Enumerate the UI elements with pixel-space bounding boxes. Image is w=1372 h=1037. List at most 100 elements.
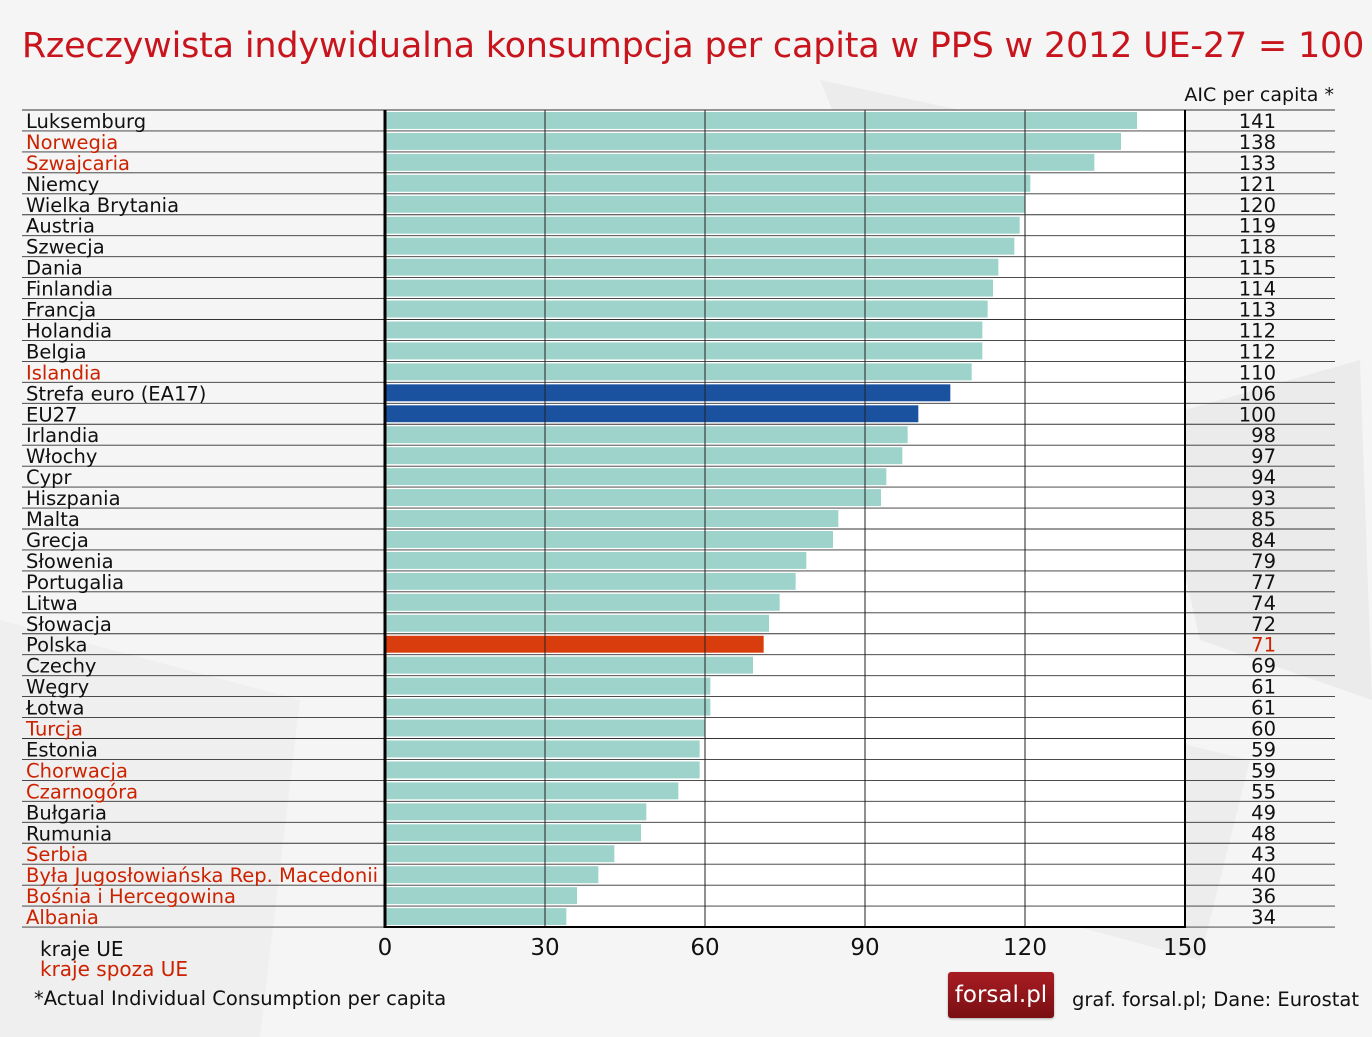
category-label: Estonia: [26, 738, 98, 761]
bar: [385, 279, 993, 297]
bar: [385, 153, 1095, 171]
bar: [385, 782, 679, 800]
value-label: 119: [1239, 215, 1276, 238]
bar: [385, 321, 983, 339]
bar: [385, 803, 647, 821]
category-label: Islandia: [26, 361, 101, 384]
category-label: Czechy: [26, 655, 96, 678]
value-label: 84: [1251, 529, 1276, 552]
forsal-logo[interactable]: forsal.pl: [948, 972, 1054, 1018]
bar: [385, 132, 1121, 150]
bar: [385, 908, 567, 926]
category-label: Węgry: [26, 676, 89, 699]
value-label: 120: [1239, 194, 1276, 217]
legend-eu: kraje UE: [40, 937, 124, 961]
bar: [385, 677, 711, 695]
value-label: 85: [1251, 508, 1276, 531]
value-label: 112: [1239, 340, 1276, 363]
value-label: 49: [1251, 801, 1276, 824]
value-label: 113: [1239, 299, 1276, 322]
value-label: 61: [1251, 697, 1276, 720]
category-label: Cypr: [26, 466, 73, 489]
x-tick-label: 0: [378, 935, 393, 961]
category-label: Niemcy: [26, 173, 99, 196]
value-label: 71: [1251, 634, 1276, 657]
value-label: 77: [1251, 571, 1276, 594]
value-label: 61: [1251, 676, 1276, 699]
x-tick-label: 90: [850, 935, 879, 961]
value-label: 72: [1251, 613, 1276, 636]
category-label: Norwegia: [26, 131, 118, 154]
bar: [385, 614, 769, 632]
value-label: 100: [1239, 403, 1276, 426]
bar: [385, 740, 700, 758]
category-label: Chorwacja: [26, 759, 128, 782]
bar: [385, 300, 988, 318]
bar: [385, 405, 919, 423]
value-label: 118: [1239, 236, 1276, 259]
legend-non-eu: kraje spoza UE: [40, 957, 189, 981]
bar: [385, 866, 599, 884]
category-label: Hiszpania: [26, 487, 121, 510]
bar: [385, 112, 1137, 129]
chart-title: Rzeczywista indywidualna konsumpcja per …: [21, 26, 1365, 66]
value-label: 98: [1251, 424, 1276, 447]
bar: [385, 656, 753, 674]
category-label: Austria: [26, 215, 95, 238]
value-label: 138: [1239, 131, 1276, 154]
bar: [385, 635, 764, 653]
category-label: Bułgaria: [26, 801, 107, 824]
bar: [385, 426, 908, 444]
category-label: Słowenia: [26, 550, 114, 573]
value-label: 93: [1251, 487, 1276, 510]
bar: [385, 887, 577, 905]
bar: [385, 384, 951, 402]
category-label: Dania: [26, 257, 83, 280]
category-label: Rumunia: [26, 822, 112, 845]
value-label: 40: [1251, 864, 1276, 887]
category-label: Bośnia i Hercegowina: [26, 885, 236, 908]
value-label: 74: [1251, 592, 1276, 615]
bar: [385, 342, 983, 360]
value-label: 121: [1239, 173, 1276, 196]
category-label: Portugalia: [26, 571, 124, 594]
category-label: Szwecja: [26, 236, 105, 259]
category-label: Belgia: [26, 340, 87, 363]
value-label: 48: [1251, 822, 1276, 845]
bar: [385, 593, 780, 611]
value-label: 141: [1239, 110, 1276, 133]
category-label: Holandia: [26, 319, 112, 342]
category-label: Albania: [26, 906, 99, 929]
footnote: *Actual Individual Consumption per capit…: [34, 987, 447, 1010]
bar: [385, 845, 615, 863]
value-label: 112: [1239, 319, 1276, 342]
category-label: Litwa: [26, 592, 78, 615]
category-label: Strefa euro (EA17): [26, 382, 206, 405]
value-label: 59: [1251, 738, 1276, 761]
bar: [385, 468, 887, 486]
category-label: Wielka Brytania: [26, 194, 179, 217]
category-label: Czarnogóra: [26, 780, 138, 803]
value-label: 115: [1239, 257, 1276, 280]
category-label: Malta: [26, 508, 80, 531]
category-label: Słowacja: [26, 613, 112, 636]
source-credit: graf. forsal.pl; Dane: Eurostat: [1072, 988, 1359, 1011]
category-label: EU27: [26, 403, 77, 426]
value-label: 55: [1251, 780, 1276, 803]
category-label: Łotwa: [25, 697, 84, 720]
column-header: AIC per capita *: [1184, 84, 1334, 106]
value-label: 106: [1239, 382, 1276, 405]
category-label: Szwajcaria: [26, 152, 130, 175]
bar: [385, 489, 881, 507]
bar: [385, 698, 711, 716]
value-label: 60: [1251, 718, 1276, 741]
x-tick-label: 150: [1163, 935, 1207, 961]
category-label: Polska: [26, 634, 87, 657]
value-label: 114: [1239, 278, 1276, 301]
bar: [385, 824, 641, 842]
bar: [385, 447, 903, 465]
x-tick-label: 60: [690, 935, 719, 961]
bar: [385, 258, 999, 276]
bar: [385, 216, 1020, 234]
bar: [385, 174, 1031, 192]
